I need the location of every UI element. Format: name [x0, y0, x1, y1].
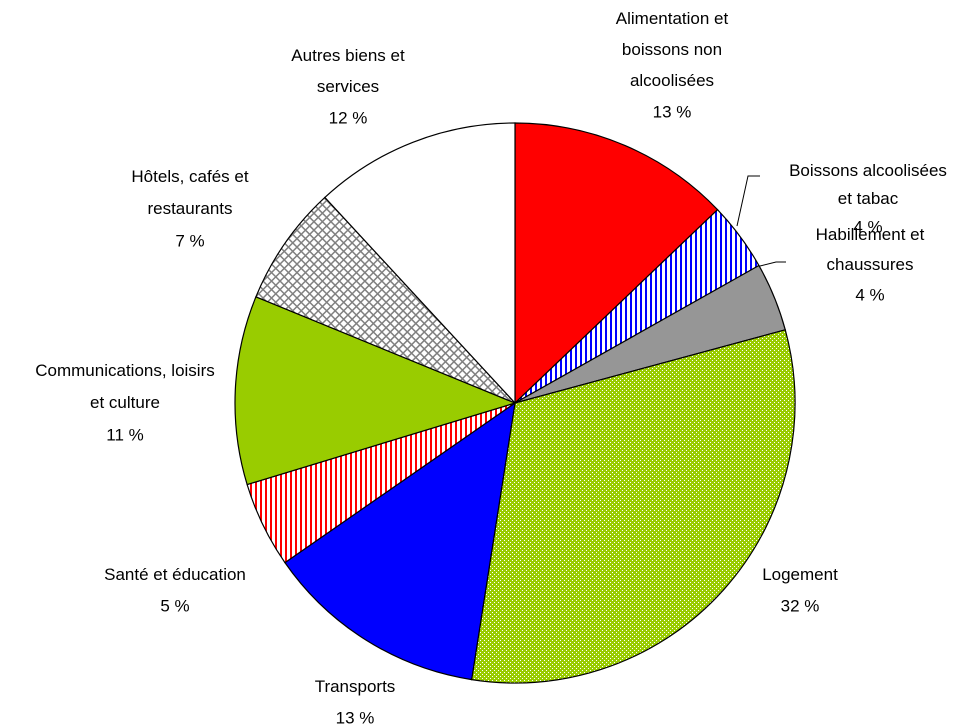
pie-slice [324, 122, 516, 405]
value-label: 13 % [653, 102, 692, 121]
value-label: 4 % [853, 217, 882, 236]
value-label: 5 % [160, 596, 189, 615]
slice-label: Logement [762, 565, 838, 584]
value-label: 32 % [781, 596, 820, 615]
value-label: 12 % [329, 108, 368, 127]
pie-slice [470, 329, 796, 684]
pie-slice [514, 122, 719, 405]
slice-label: Boissons alcoolisées et tabac [789, 161, 947, 208]
value-label: 4 % [855, 285, 884, 304]
value-label: 13 % [336, 708, 375, 727]
slice-label: Autres biens et services [291, 46, 405, 96]
slice-label: Transports [315, 677, 396, 696]
pie-slice [284, 401, 516, 681]
slice-label: Hôtels, cafés et restaurants [131, 167, 248, 218]
pie-slice [234, 296, 517, 486]
slice-label: Communications, loisirs et culture [35, 361, 215, 412]
pie-slice [255, 196, 516, 404]
leader-line [736, 175, 760, 227]
slice-label: Alimentation et boissons non alcoolisées [616, 9, 729, 90]
value-label: 11 % [106, 425, 144, 444]
slice-label: Santé et éducation [104, 565, 246, 584]
slice-label: Habillement et chaussures [816, 225, 925, 274]
value-label: 7 % [175, 231, 204, 250]
leader-line [751, 261, 786, 269]
